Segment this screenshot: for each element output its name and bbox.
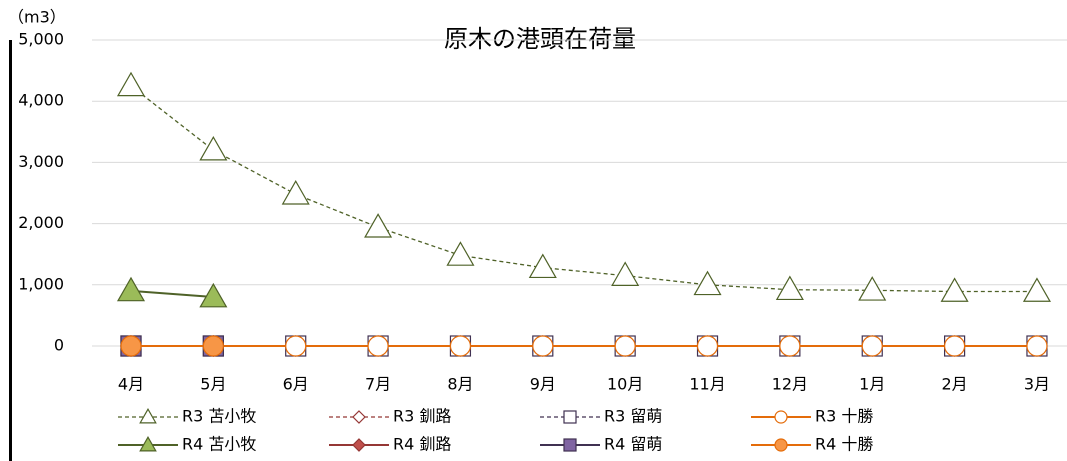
legend-label: R4 十勝	[815, 435, 873, 454]
marker	[940, 277, 969, 302]
x-tick-label: 7月	[365, 375, 391, 394]
x-tick-label: 10月	[607, 375, 643, 394]
marker	[861, 335, 883, 357]
series-line	[130, 289, 214, 299]
marker	[528, 253, 557, 279]
legend-label: R3 十勝	[815, 407, 873, 426]
marker	[696, 335, 719, 357]
marker	[199, 282, 228, 308]
legend-label: R4 苫小牧	[182, 435, 256, 454]
x-tick-label: 12月	[772, 375, 808, 394]
marker	[532, 335, 554, 357]
marker	[1022, 277, 1051, 302]
marker	[364, 213, 393, 238]
left-border	[9, 40, 12, 461]
legend-label: R3 留萌	[604, 407, 662, 426]
x-tick-label: 6月	[283, 375, 309, 394]
marker	[446, 241, 475, 266]
marker	[774, 438, 788, 452]
y-tick-label: 2,000	[18, 213, 64, 232]
marker	[352, 410, 366, 424]
series-line	[130, 85, 1037, 293]
marker	[139, 407, 157, 424]
marker	[563, 410, 577, 424]
y-tick-label: 1,000	[18, 274, 64, 293]
x-tick-label: 2月	[942, 375, 968, 394]
marker	[202, 335, 224, 357]
legend-label: R4 留萌	[604, 435, 662, 454]
x-tick-label: 11月	[689, 375, 725, 394]
x-tick-label: 4月	[118, 375, 144, 394]
marker	[775, 275, 804, 301]
marker	[116, 71, 146, 97]
marker	[774, 410, 788, 424]
marker	[693, 270, 722, 296]
marker	[116, 276, 146, 302]
marker	[563, 438, 577, 452]
marker	[139, 435, 157, 452]
marker	[449, 335, 472, 357]
marker	[611, 261, 640, 286]
y-tick-label: 5,000	[18, 30, 64, 49]
x-tick-label: 5月	[200, 375, 226, 394]
x-tick-label: 1月	[859, 375, 885, 394]
legend-label: R3 釧路	[393, 407, 451, 426]
marker	[352, 438, 366, 452]
marker	[120, 335, 142, 357]
marker	[199, 135, 228, 161]
marker	[367, 335, 389, 357]
marker	[1026, 335, 1048, 357]
marker	[779, 335, 801, 357]
chart-title: 原木の港頭在荷量	[444, 25, 636, 53]
x-tick-label: 3月	[1024, 375, 1050, 394]
marker	[285, 335, 307, 357]
marker	[281, 180, 310, 205]
marker	[614, 335, 636, 357]
marker	[858, 276, 887, 301]
marker	[943, 335, 966, 357]
legend-label: R4 釧路	[393, 435, 451, 454]
y-unit: （m3）	[8, 8, 66, 27]
y-tick-label: 4,000	[18, 91, 64, 110]
x-tick-label: 8月	[447, 375, 473, 394]
y-tick-label: 0	[54, 336, 64, 355]
y-tick-label: 3,000	[18, 152, 64, 171]
x-tick-label: 9月	[530, 375, 556, 394]
legend-label: R3 苫小牧	[182, 407, 256, 426]
